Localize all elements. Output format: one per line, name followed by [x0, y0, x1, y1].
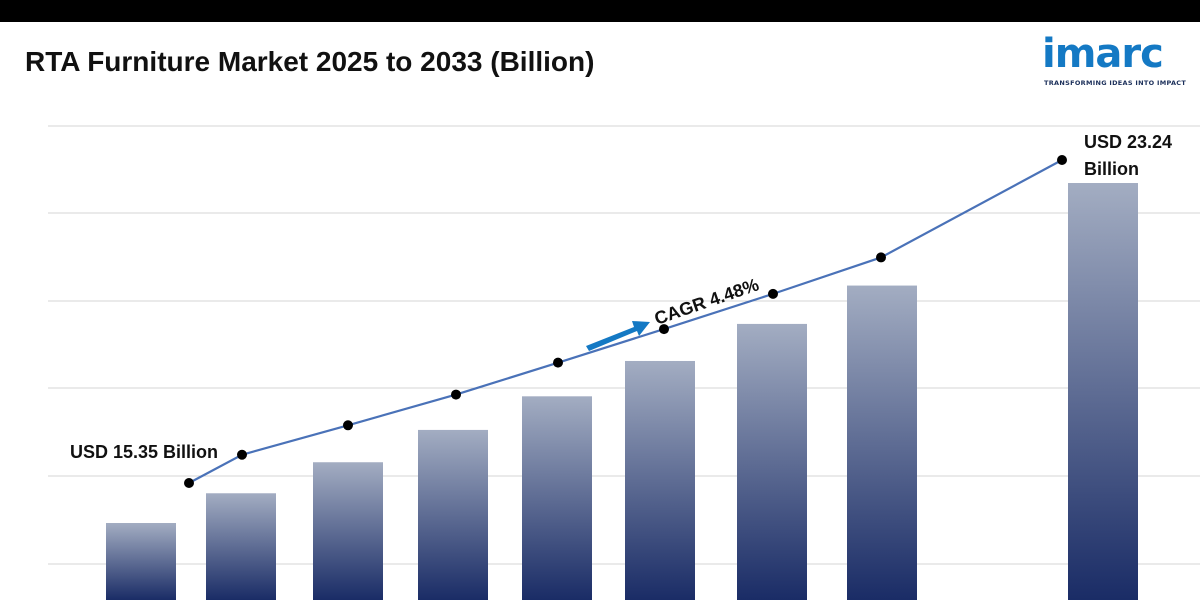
top-bar	[0, 0, 1200, 22]
trend-point-2027	[343, 420, 353, 431]
end-value-label-line1: USD 23.24	[1084, 132, 1172, 152]
logo-tagline: TRANSFORMING IDEAS INTO IMPACT	[1044, 79, 1187, 87]
trend-point-2026	[237, 449, 247, 460]
trend-point-2029	[553, 357, 563, 368]
trend-line-group	[184, 155, 1067, 488]
bar-2026	[206, 493, 276, 600]
imarc-logo: imarc TRANSFORMING IDEAS INTO IMPACT	[1040, 28, 1186, 92]
cagr-arrow-group	[586, 321, 650, 351]
bar-2031	[737, 323, 807, 600]
bar-2028	[418, 429, 488, 600]
trend-point-2031	[768, 288, 778, 299]
bars	[106, 183, 1138, 600]
end-value-label-line2: Billion	[1084, 159, 1139, 179]
start-value-label: USD 15.35 Billion	[70, 442, 218, 462]
bar-2032	[847, 285, 917, 600]
bar-2033	[1068, 183, 1138, 600]
cagr-label: CAGR 4.48%	[652, 274, 762, 328]
bar-2030	[625, 360, 695, 600]
bar-2025	[106, 523, 176, 600]
annotations: USD 15.35 Billion USD 23.24 Billion CAGR…	[70, 132, 1172, 462]
trend-point-2025	[184, 478, 194, 488]
trend-point-2028	[451, 389, 461, 400]
logo-wordmark: imarc	[1042, 31, 1164, 77]
trend-point-2033	[1057, 155, 1067, 165]
bar-2027	[313, 462, 383, 600]
cagr-arrow	[586, 321, 650, 351]
trend-point-2030	[659, 324, 669, 335]
trend-point-2032	[876, 252, 886, 263]
chart-title: RTA Furniture Market 2025 to 2033 (Billi…	[25, 46, 595, 77]
bar-2029	[522, 396, 592, 600]
